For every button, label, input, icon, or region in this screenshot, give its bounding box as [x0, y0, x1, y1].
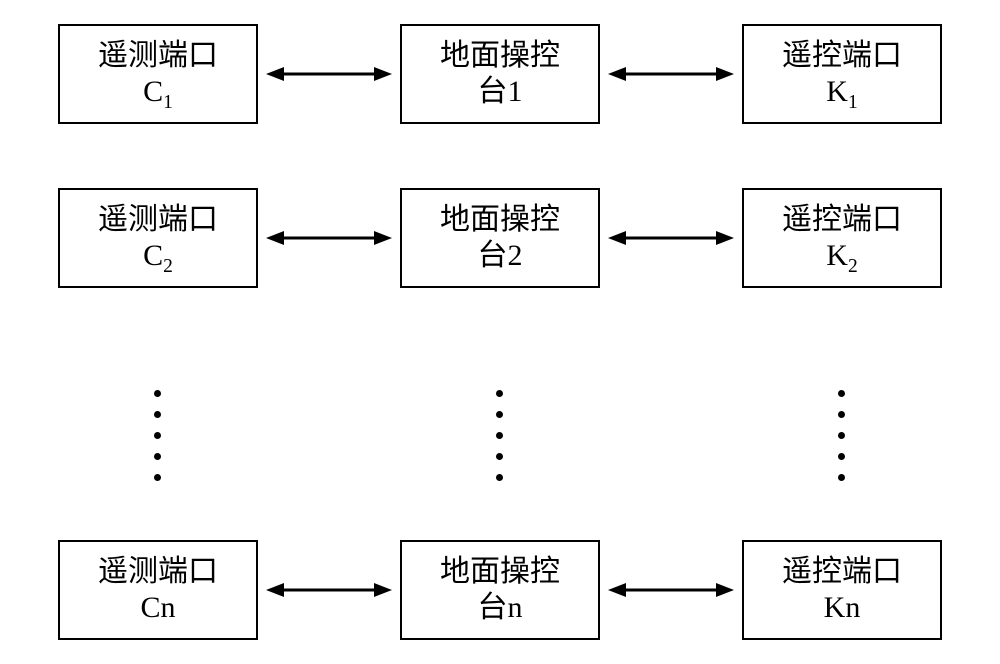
node-k2-subscript: 2: [848, 256, 858, 277]
node-k2-line1: 遥控端口: [782, 202, 902, 238]
node-c1-line1: 遥测端口: [98, 38, 218, 74]
node-k2: 遥控端口K2: [742, 188, 942, 288]
node-k1-line2: K1: [826, 74, 857, 110]
node-k1: 遥控端口K1: [742, 24, 942, 124]
vdots-left-dot: [154, 411, 161, 418]
vdots-right: [838, 390, 845, 481]
vdots-left-dot: [154, 390, 161, 397]
vdots-right-dot: [838, 453, 845, 460]
node-c2-line2: C2: [143, 238, 173, 274]
node-c1-line2: C1: [143, 74, 173, 110]
vdots-left-dot: [154, 474, 161, 481]
node-k2-line2: K2: [826, 238, 857, 274]
arrow-right-row2: [608, 570, 734, 610]
arrow-left-row0: [266, 54, 392, 94]
node-c2-line1: 遥测端口: [98, 202, 218, 238]
vdots-mid-dot: [496, 390, 503, 397]
arrow-right-row0: [608, 54, 734, 94]
node-gn: 地面操控台n: [400, 540, 600, 640]
arrow-left-row2: [266, 570, 392, 610]
node-cn-line1: 遥测端口: [98, 554, 218, 590]
vdots-right-dot: [838, 474, 845, 481]
node-c2-prefix: C: [143, 239, 163, 272]
node-g2-line2: 台2: [478, 238, 523, 274]
node-g1: 地面操控台1: [400, 24, 600, 124]
vdots-mid-dot: [496, 453, 503, 460]
node-c2: 遥测端口C2: [58, 188, 258, 288]
arrow-right-row1: [608, 218, 734, 258]
vdots-left: [154, 390, 161, 481]
node-kn-line1: 遥控端口: [782, 554, 902, 590]
node-gn-line2: 台n: [478, 590, 523, 626]
vdots-right-dot: [838, 411, 845, 418]
vdots-mid-dot: [496, 411, 503, 418]
node-kn: 遥控端口Kn: [742, 540, 942, 640]
node-g2-line1: 地面操控: [440, 202, 560, 238]
node-k1-subscript: 1: [848, 92, 858, 113]
node-gn-line1: 地面操控: [440, 554, 560, 590]
node-cn-line2: Cn: [140, 590, 175, 626]
node-cn: 遥测端口Cn: [58, 540, 258, 640]
vdots-mid-dot: [496, 432, 503, 439]
vdots-mid: [496, 390, 503, 481]
vdots-right-dot: [838, 432, 845, 439]
vdots-left-dot: [154, 432, 161, 439]
node-k1-line1: 遥控端口: [782, 38, 902, 74]
node-g1-line1: 地面操控: [440, 38, 560, 74]
node-kn-line2: Kn: [824, 590, 861, 626]
node-c1-subscript: 1: [163, 92, 173, 113]
vdots-right-dot: [838, 390, 845, 397]
vdots-left-dot: [154, 453, 161, 460]
node-c2-subscript: 2: [163, 256, 173, 277]
node-k2-prefix: K: [826, 239, 848, 272]
arrow-left-row1: [266, 218, 392, 258]
node-c1-prefix: C: [143, 75, 163, 108]
node-c1: 遥测端口C1: [58, 24, 258, 124]
vdots-mid-dot: [496, 474, 503, 481]
node-g2: 地面操控台2: [400, 188, 600, 288]
node-k1-prefix: K: [826, 75, 848, 108]
node-g1-line2: 台1: [478, 74, 523, 110]
